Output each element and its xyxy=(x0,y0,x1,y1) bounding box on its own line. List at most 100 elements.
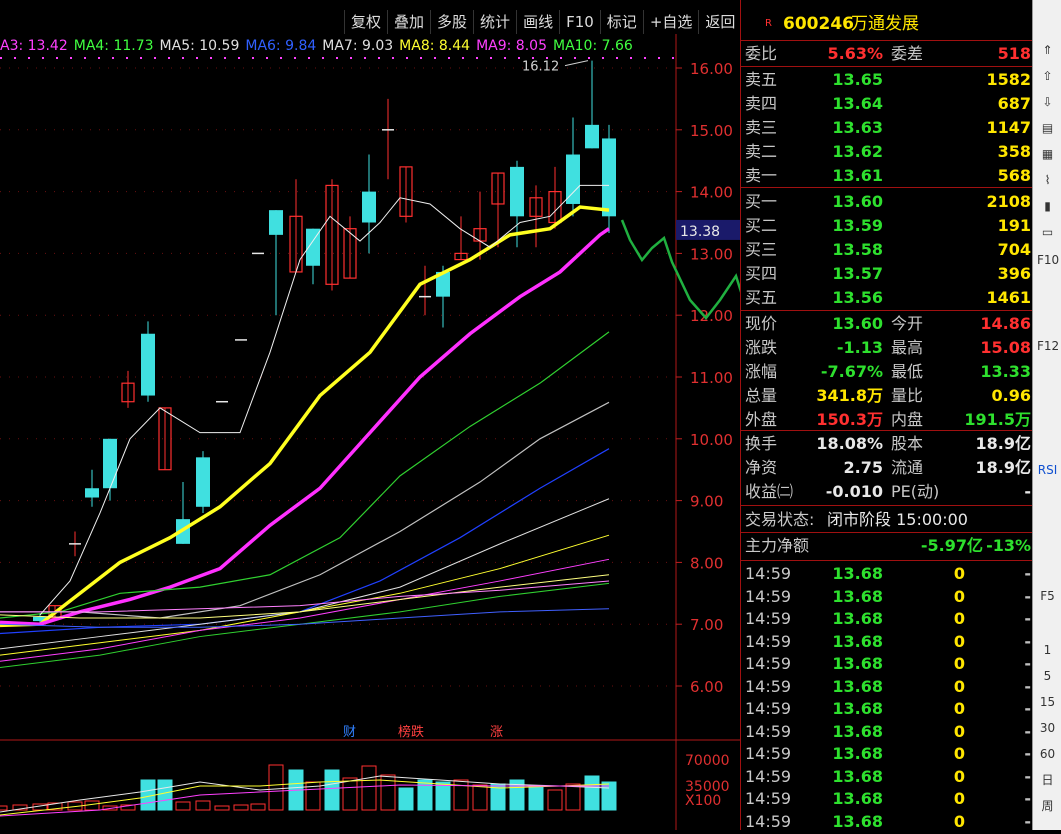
volume-bar xyxy=(398,787,414,811)
tick-dir: - xyxy=(1024,721,1031,741)
bids-row[interactable]: 买四 13.57 396 xyxy=(741,262,1033,285)
tick-row: 14:59 13.68 0 - xyxy=(741,720,1033,743)
quote-row: 涨跌 -1.13 最高 15.08 xyxy=(741,336,1033,359)
tick-price: 13.68 xyxy=(832,676,883,696)
quote-value-2: 14.86 xyxy=(980,314,1031,333)
bids-row[interactable]: 买一 13.60 2108 xyxy=(741,190,1033,213)
vol-ma-pink xyxy=(0,784,609,817)
tick-vol: 0 xyxy=(953,789,965,808)
tick-time: 14:59 xyxy=(745,564,792,583)
vol-tick: 35000 xyxy=(685,779,730,795)
rightbar-btn-7[interactable]: 30 xyxy=(1039,721,1056,735)
bids-price: 13.60 xyxy=(832,192,883,211)
volume-bar xyxy=(361,765,377,811)
quote-panel: R 600246 万通发展 委比 5.63% 委差 518 卖五 13.65 158… xyxy=(740,0,1033,831)
asks-price: 13.61 xyxy=(832,166,883,185)
bids-row[interactable]: 买三 13.58 704 xyxy=(741,238,1033,261)
rightbar-btn-4[interactable]: 1 xyxy=(1043,643,1052,657)
candle-up xyxy=(158,407,172,471)
rightbar-btn-2[interactable]: RSI xyxy=(1037,463,1058,477)
vol-tick: X100 xyxy=(685,793,721,809)
toolbar-btn-0[interactable]: 复权 xyxy=(344,10,387,34)
bids-row[interactable]: 买五 13.56 1461 xyxy=(741,286,1033,309)
volume-bar xyxy=(195,800,211,811)
toolbar-btn-6[interactable]: 标记 xyxy=(599,10,643,34)
tick-vol: 0 xyxy=(953,721,965,741)
candle-up xyxy=(454,252,468,261)
bids-vol: 1461 xyxy=(986,288,1031,307)
candle-down xyxy=(306,228,320,266)
candle-down xyxy=(602,138,616,217)
rightbar-btn-10[interactable]: 周 xyxy=(1041,799,1054,813)
asks-row[interactable]: 卖三 13.63 1147 xyxy=(741,116,1033,139)
fund-row: 收益㈡ -0.010 PE(动) - xyxy=(741,480,1033,503)
up-outline-icon[interactable]: ⇧ xyxy=(1042,69,1053,83)
price-tick: 9.00 xyxy=(690,493,723,511)
fund-row: 换手 18.08% 股本 18.9亿 xyxy=(741,432,1033,455)
asks-row[interactable]: 卖四 13.64 687 xyxy=(741,92,1033,115)
volume-bar xyxy=(601,781,617,811)
rightbar-btn-1[interactable]: F12 xyxy=(1037,339,1060,353)
rightbar-btn-0[interactable]: F10 xyxy=(1037,253,1060,267)
rightbar-btn-5[interactable]: 5 xyxy=(1043,669,1052,683)
quote-row: 现价 13.60 今开 14.86 xyxy=(741,312,1033,335)
bids-price: 13.56 xyxy=(832,288,883,307)
ma-pink xyxy=(0,558,610,662)
line-chart-icon[interactable]: ⌇ xyxy=(1044,173,1051,187)
fund-label: 净资 xyxy=(745,458,778,477)
bids-label: 买四 xyxy=(745,264,778,283)
rightbar-btn-8[interactable]: 60 xyxy=(1039,747,1056,761)
event-label: 涨 xyxy=(490,725,503,740)
fund-value-2: 18.9亿 xyxy=(975,458,1031,477)
asks-row[interactable]: 卖二 13.62 358 xyxy=(741,140,1033,163)
ma-blue xyxy=(0,448,610,635)
fund-label: 收益㈡ xyxy=(745,482,794,501)
toolbar-btn-2[interactable]: 多股 xyxy=(430,10,473,34)
tick-time: 14:59 xyxy=(745,699,792,718)
tick-dir: - xyxy=(1024,631,1031,651)
candle-up xyxy=(491,172,505,205)
candle-icon[interactable]: ▮ xyxy=(1044,199,1051,213)
peak-arrow xyxy=(564,60,589,67)
tick-row: 14:59 13.68 0 - xyxy=(741,630,1033,653)
tick-time: 14:59 xyxy=(745,609,792,628)
bids-vol: 191 xyxy=(997,216,1031,235)
asks-row[interactable]: 卖一 13.61 568 xyxy=(741,164,1033,187)
tick-dir: - xyxy=(1024,564,1031,583)
bids-vol: 396 xyxy=(997,264,1031,283)
rightbar-btn-9[interactable]: 日 xyxy=(1041,773,1054,787)
rightbar-btn-3[interactable]: F5 xyxy=(1040,589,1055,603)
bids-label: 买一 xyxy=(745,192,778,211)
tick-dir: - xyxy=(1024,789,1031,808)
toolbar-btn-8[interactable]: 返回 xyxy=(698,10,741,34)
rightbar-btn-6[interactable]: 15 xyxy=(1039,695,1056,709)
grid-icon[interactable]: ▦ xyxy=(1041,147,1054,161)
down-outline-icon[interactable]: ⇩ xyxy=(1042,95,1053,109)
toolbar-btn-1[interactable]: 叠加 xyxy=(387,10,430,34)
tick-price: 13.68 xyxy=(832,654,883,673)
stock-code: 600246 xyxy=(783,14,854,34)
tick-dir: - xyxy=(1024,744,1031,763)
mainflow-row[interactable]: 主力净额 -5.97亿 -13% xyxy=(741,534,1033,557)
bids-row[interactable]: 买二 13.59 191 xyxy=(741,214,1033,237)
volume-bar xyxy=(0,805,8,811)
volume-bar xyxy=(547,789,563,811)
up-arrow-icon[interactable]: ⇑ xyxy=(1042,43,1053,57)
tick-vol: 0 xyxy=(953,744,965,763)
asks-row[interactable]: 卖五 13.65 1582 xyxy=(741,68,1033,91)
toolbar-btn-4[interactable]: 画线 xyxy=(516,10,559,34)
volume-bar xyxy=(565,783,581,811)
tick-time: 14:59 xyxy=(745,654,792,673)
window-icon[interactable]: ▭ xyxy=(1041,225,1054,239)
toolbar-btn-5[interactable]: F10 xyxy=(559,10,600,34)
bids-price: 13.57 xyxy=(832,264,883,283)
ma-pink-2 xyxy=(0,580,610,613)
list-icon[interactable]: ▤ xyxy=(1041,121,1054,135)
asks-price: 13.64 xyxy=(832,94,883,113)
toolbar-btn-3[interactable]: 统计 xyxy=(473,10,516,34)
candle-down xyxy=(362,191,376,223)
kline-chart[interactable]: 16.00 15.00 14.00 13.00 12.00 11.00 10.00 9.00 8… xyxy=(0,0,960,830)
toolbar-btn-7[interactable]: +自选 xyxy=(642,10,699,34)
tick-vol: 0 xyxy=(953,609,965,628)
candle-up xyxy=(343,228,357,279)
